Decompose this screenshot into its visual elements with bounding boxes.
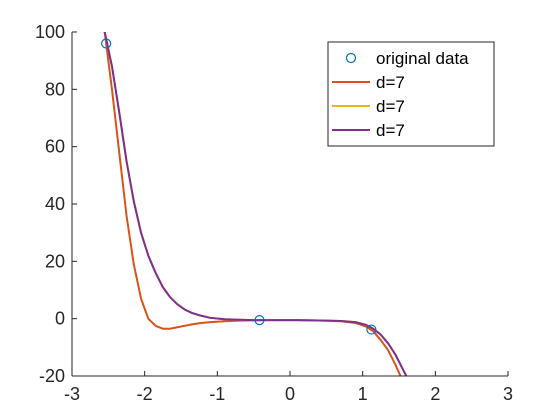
legend-label: d=7	[376, 97, 405, 116]
data-point	[101, 38, 112, 49]
legend: original data d=7 d=7 d=7	[327, 41, 495, 147]
y-tick-label: 20	[45, 251, 65, 271]
legend-marker	[345, 52, 357, 64]
series-line-1	[103, 32, 402, 376]
x-tick-label: 3	[503, 384, 513, 404]
series-layer	[103, 32, 408, 376]
series-line-3	[103, 32, 408, 376]
x-tick-label: 1	[358, 384, 368, 404]
data-point	[254, 315, 265, 326]
data-point	[366, 324, 377, 335]
y-tick-label: -20	[39, 366, 65, 386]
x-tick-label: -3	[64, 384, 80, 404]
y-tick-label: 40	[45, 194, 65, 214]
x-tick-label: 2	[430, 384, 440, 404]
legend-label: d=7	[376, 121, 405, 140]
y-tick-label: 100	[35, 22, 65, 42]
x-tick-label: 0	[285, 384, 295, 404]
legend-label: d=7	[376, 73, 405, 92]
y-tick-label: 80	[45, 79, 65, 99]
y-tick-label: 0	[55, 309, 65, 329]
y-tick-label: 60	[45, 137, 65, 157]
points-layer	[101, 38, 377, 335]
axes: -3 -2 -1 0 1 2 3 -20 0 20 40 60 80 100	[35, 22, 513, 404]
x-tick-label: -1	[209, 384, 225, 404]
x-tick-label: -2	[137, 384, 153, 404]
legend-label: original data	[376, 49, 469, 68]
